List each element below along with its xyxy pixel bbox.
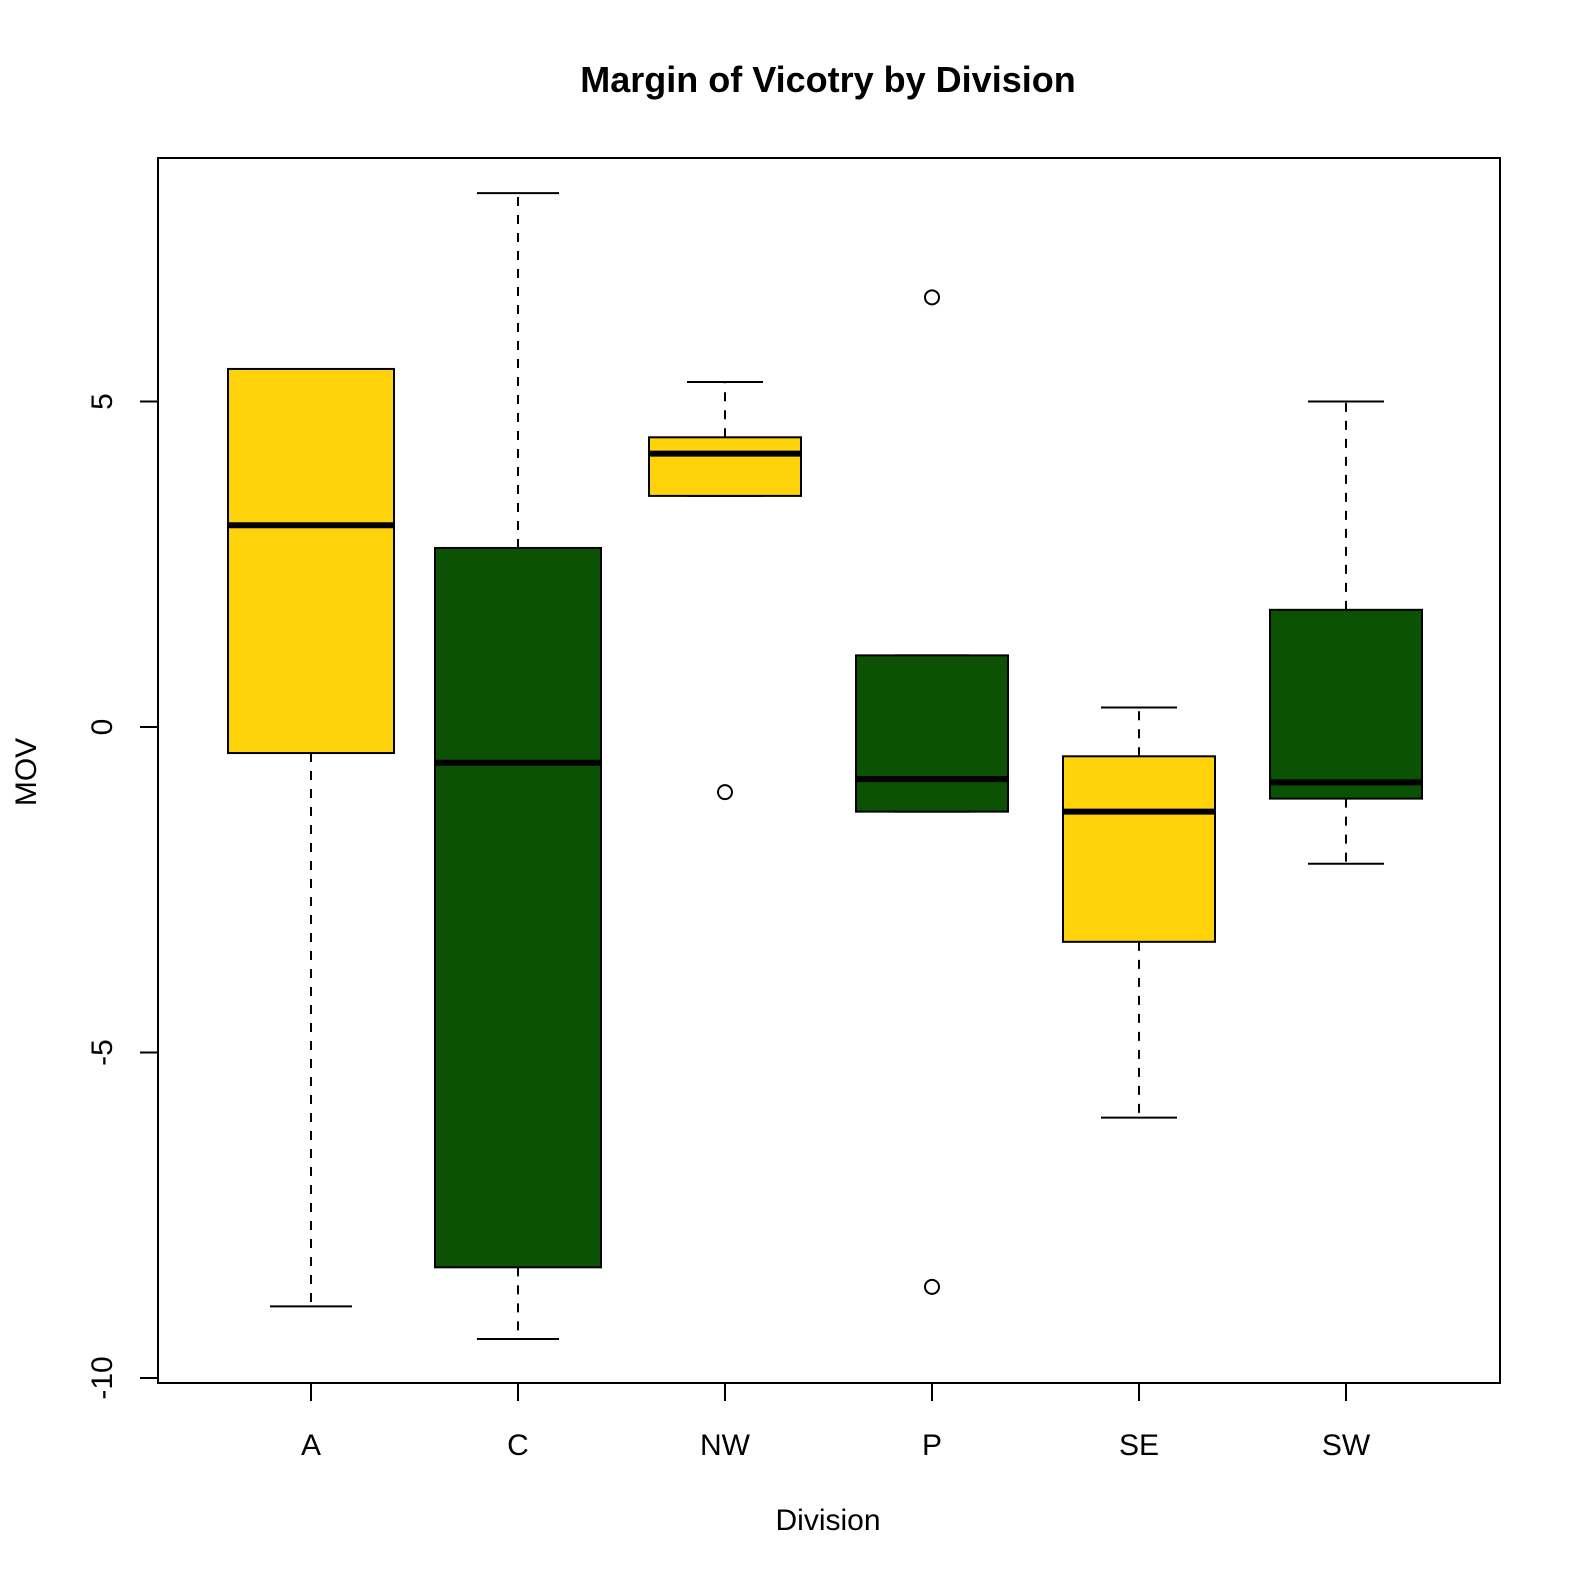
y-tick-label: 0 [86,719,119,736]
box-rect [434,546,602,1269]
x-tick-label: SE [1119,1429,1159,1462]
box-rect [855,654,1009,813]
outlier-point [924,289,940,306]
box-p [855,289,1009,1295]
y-tick-label: -5 [86,1039,119,1066]
box-c [434,192,602,1340]
outlier-point [717,784,733,801]
x-axis-label: Division [775,1504,880,1537]
box-rect [1269,608,1423,800]
box-se [1062,706,1216,1119]
y-axis: -10 -5 0 5 [86,393,159,1400]
box-rect [227,367,395,755]
chart-title: Margin of Vicotry by Division [580,59,1075,100]
outlier-point [924,1278,940,1295]
x-tick-label: A [301,1429,321,1462]
x-axis: A C NW P SE SW [301,1382,1371,1462]
box-a [227,367,395,1308]
box-rect [1062,755,1216,943]
x-tick-label: C [507,1429,529,1462]
y-axis-label: MOV [10,738,43,806]
boxes-group [227,192,1423,1340]
y-tick-label: 5 [86,393,119,410]
x-tick-label: SW [1322,1429,1371,1462]
box-rect [648,436,802,497]
box-nw [648,380,802,801]
x-tick-label: NW [700,1429,751,1462]
y-tick-label: -10 [86,1356,119,1399]
x-tick-label: P [922,1429,942,1462]
box-sw [1269,400,1423,865]
